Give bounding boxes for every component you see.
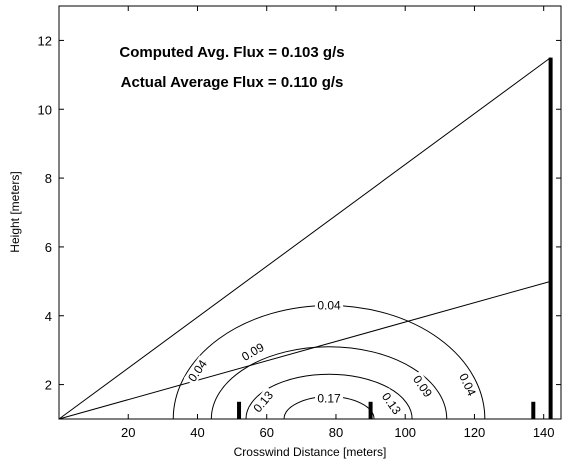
x-axis-label: Crosswind Distance [meters]: [234, 445, 387, 459]
reference-line-1: [58, 280, 551, 420]
contour-label-text: 0.17: [317, 391, 341, 405]
x-tick-label: 120: [464, 425, 486, 440]
contour-label-4: 0.09: [409, 370, 437, 402]
y-axis-ticks: 2 4 6 8 10 12: [38, 33, 561, 393]
contour-label-1: 0.04: [183, 355, 211, 386]
plot-frame: [58, 5, 562, 420]
annotation-computed-flux: Computed Avg. Flux = 0.103 g/s: [119, 44, 344, 61]
contour-line-2: [245, 373, 413, 420]
x-tick-label: 40: [190, 425, 204, 440]
y-axis-label: Height [meters]: [8, 171, 22, 252]
contour-label-bg: [315, 391, 344, 405]
contour-label-bg: [456, 368, 480, 400]
x-tick-label: 60: [259, 425, 273, 440]
contour-line-1: [210, 346, 448, 420]
y-tick-label: 10: [38, 102, 52, 117]
y-tick-label: 2: [45, 378, 52, 393]
contour-label-bg: [183, 355, 211, 386]
x-tick-label: 140: [533, 425, 555, 440]
contour-label-bg: [378, 388, 406, 419]
contour-label-2: 0.04: [456, 368, 480, 400]
x-tick-label: 80: [329, 425, 343, 440]
plot-area: 0.040.040.040.090.090.13 0.130.17 2468101…: [38, 5, 562, 440]
contour-label-bg: [315, 298, 344, 312]
contour-label-bg: [248, 386, 277, 417]
x-tick-label: 20: [121, 425, 135, 440]
contour-label-7: 0.17: [315, 391, 344, 405]
contour-label-5: 0.13: [248, 386, 277, 417]
reference-lines: [58, 57, 551, 420]
contour-labels: 0.040.040.040.090.090.13 0.130.17: [183, 298, 480, 419]
contour-label-3: 0.09: [237, 338, 269, 365]
x-tick-label: 100: [394, 425, 416, 440]
y-tick-label: 4: [45, 309, 52, 324]
contour-label-bg: [409, 370, 437, 402]
x-axis-ticks: 20 40 60 80 100 120 140: [121, 6, 555, 440]
contour-label-bg: [237, 338, 269, 365]
annotation-actual-flux: Actual Average Flux = 0.110 g/s: [121, 74, 344, 91]
y-tick-label: 8: [45, 171, 52, 186]
y-tick-label: 6: [45, 240, 52, 255]
tower-bars: [237, 57, 553, 419]
contour-label-0: 0.04: [315, 298, 344, 312]
reference-line-0: [58, 57, 551, 420]
contour-label-6: 0.13: [378, 388, 406, 419]
y-tick-label: 12: [38, 33, 52, 48]
contour-label-text: 0.04: [317, 298, 341, 312]
